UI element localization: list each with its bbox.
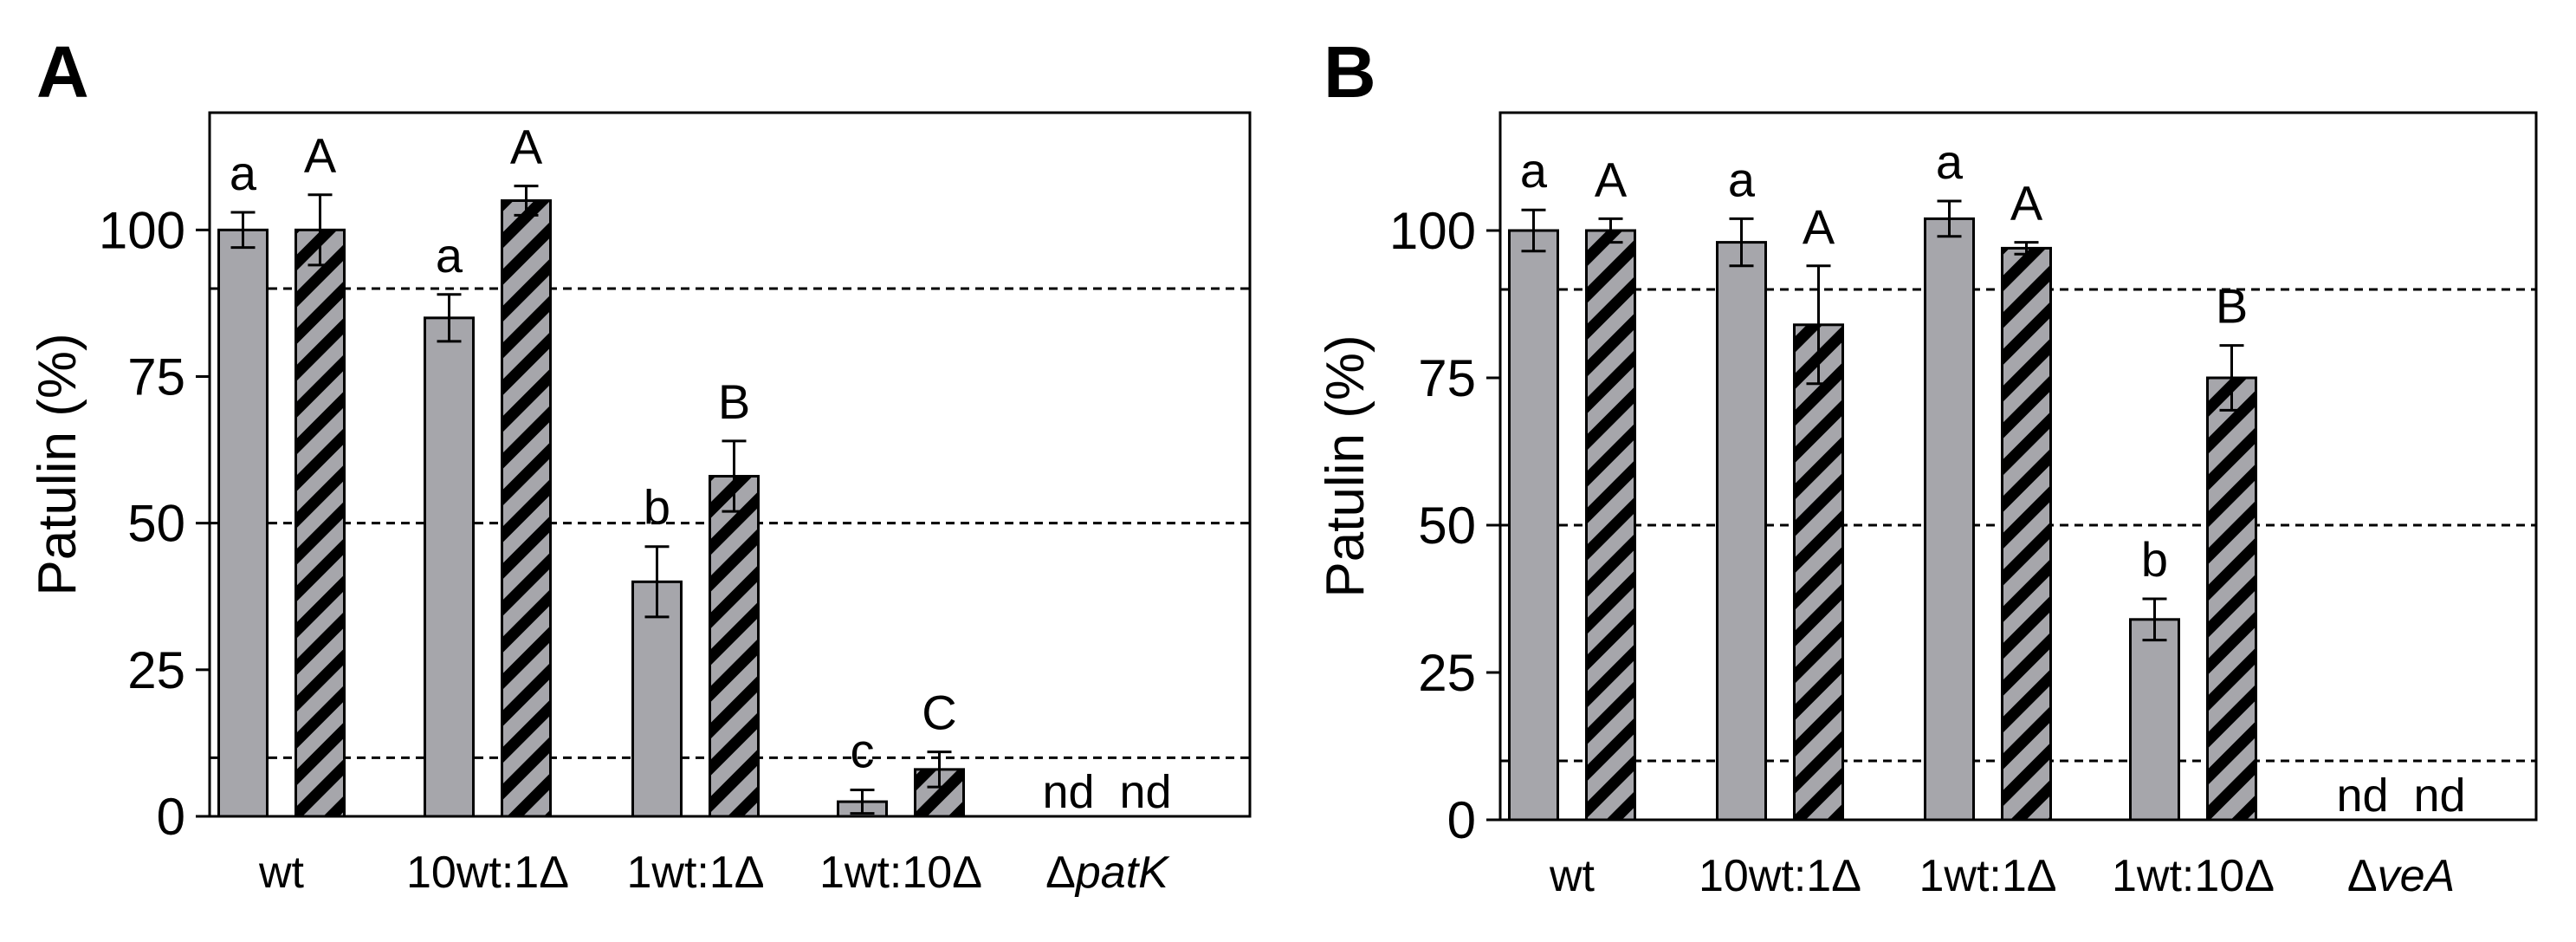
panel-b-bar-solid-1wt-1 [1924, 217, 1975, 822]
x-tick-text: 1wt:1Δ [626, 848, 764, 898]
panel-a-bar-hatched-10wt-1 [501, 199, 552, 818]
x-tick-text: 1wt:1Δ [1919, 851, 2056, 901]
panel-a-y-axis-label: Patulin (%) [28, 333, 87, 595]
x-tick-gene: patK [1074, 848, 1170, 898]
panel-a-x-tick-label-1wt-10: 1wt:10Δ [819, 848, 982, 898]
x-tick-text: 10wt:1Δ [406, 848, 569, 898]
panel-a-y-tick-label-0: 0 [157, 788, 185, 846]
panel-a-significance-letter-hatched-wt: A [304, 128, 337, 183]
panel-a-significance-letter-solid-10wt-1: a [436, 228, 463, 283]
panel-a-significance-letter-solid-1wt-1: b [644, 480, 670, 535]
panel-b-x-tick-label-10wt-1: 10wt:1Δ [1699, 851, 1861, 901]
panel-a-y-tick-label-100: 100 [99, 201, 185, 259]
panel-b-significance-letter-hatched-10wt-1: A [1803, 199, 1835, 254]
panel-b-letter: B [1324, 31, 1376, 113]
panel-b-y-tick-label-100: 100 [1389, 202, 1476, 260]
panel-a-error-bar-solid-1wt-10 [850, 789, 875, 815]
panel-b-y-tick-label-25: 25 [1418, 644, 1476, 702]
panel-b-x-tick-label-1wt-1: 1wt:1Δ [1919, 851, 2056, 901]
panel-a-significance-letter-hatched-10wt-1: A [510, 120, 543, 174]
panel-b-error-bar-hatched-10wt-1 [1806, 264, 1831, 386]
panel-b-error-bar-solid-1wt-10 [2142, 597, 2167, 642]
panel-b-bar-hatched-1wt-1 [2001, 246, 2052, 822]
panel-a-error-bar-solid-1wt-1 [644, 545, 670, 619]
panel-a-significance-letter-solid-wt: a [230, 146, 257, 200]
panel-b-y-tick-label-0: 0 [1447, 791, 1476, 849]
x-tick-delta: Δ [2347, 851, 2378, 901]
x-tick-text: 10wt:1Δ [1699, 851, 1861, 901]
panel-b-y-tick-label-50: 50 [1418, 497, 1476, 555]
panel-b-error-bar-solid-10wt-1 [1729, 217, 1754, 268]
panel-a-x-tick-label-patk: ΔpatK [1045, 848, 1170, 898]
x-tick-gene: veA [2378, 851, 2456, 901]
panel-b-significance-letter-hatched-1wt-1: A [2010, 176, 2043, 231]
panel-a-y-tick-label-75: 75 [127, 348, 185, 406]
panel-a-plot-frame [208, 111, 1252, 818]
panel-a-y-tick-label-25: 25 [127, 641, 185, 699]
panel-b-significance-letter-solid-1wt-10: b [2141, 532, 2168, 587]
panel-b-bar-hatched-1wt-10 [2206, 376, 2257, 822]
panel-b-significance-letter-solid-wt: a [1520, 143, 1548, 198]
panel-b-nd-label-hatched-vea: nd [2413, 770, 2465, 822]
panel-b-error-bar-solid-wt [1521, 208, 1546, 253]
panel-b-significance-letter-hatched-wt: A [1595, 152, 1628, 206]
panel-b-bar-solid-10wt-1 [1716, 241, 1767, 822]
panel-a-nd-label-solid-patk: nd [1042, 766, 1094, 818]
panel-a-error-bar-hatched-1wt-1 [722, 439, 747, 513]
panel-a-error-bar-hatched-10wt-1 [514, 185, 539, 217]
panel-b-x-tick-label-1wt-10: 1wt:10Δ [2112, 851, 2275, 901]
panel-a-error-bar-solid-10wt-1 [437, 293, 462, 343]
panel-b-x-tick-label-wt: wt [1549, 851, 1595, 901]
x-tick-text: wt [1549, 851, 1595, 901]
panel-b-bar-hatched-wt [1585, 229, 1636, 822]
panel-b-plot-frame [1498, 111, 2538, 822]
panel-b-bar-solid-1wt-10 [2129, 618, 2180, 822]
panel-a-error-bar-hatched-wt [307, 193, 333, 267]
panel-a-bar-hatched-1wt-1 [709, 475, 760, 818]
x-tick-delta: Δ [1045, 848, 1076, 898]
panel-b-bar-hatched-10wt-1 [1793, 323, 1844, 822]
panel-a-bar-solid-wt [217, 228, 269, 818]
panel-b-y-tick-label-75: 75 [1418, 349, 1476, 407]
panel-a-significance-letter-hatched-1wt-1: B [718, 374, 750, 429]
panel-b-error-bar-hatched-1wt-1 [2014, 241, 2039, 256]
panel-b-error-bar-solid-1wt-1 [1937, 199, 1962, 238]
x-tick-text: wt [258, 848, 305, 898]
panel-a-error-bar-solid-wt [230, 211, 256, 250]
panel-a-error-bar-hatched-1wt-10 [927, 750, 952, 789]
panel-b-significance-letter-hatched-1wt-10: B [2216, 279, 2248, 334]
panel-b-nd-label-solid-vea: nd [2336, 770, 2388, 822]
panel-a-x-tick-label-10wt-1: 10wt:1Δ [406, 848, 569, 898]
panel-b-error-bar-hatched-1wt-10 [2219, 344, 2244, 412]
panel-a-x-tick-label-wt: wt [258, 848, 305, 898]
panel-b-significance-letter-solid-10wt-1: a [1728, 152, 1756, 206]
panel-a-significance-letter-hatched-1wt-10: C [922, 685, 956, 740]
panel-a-bar-hatched-wt [294, 228, 346, 818]
panel-a-y-tick-label-50: 50 [127, 495, 185, 553]
x-tick-text: 1wt:10Δ [2112, 851, 2275, 901]
x-tick-text: 1wt:10Δ [819, 848, 982, 898]
panel-a-bar-solid-10wt-1 [424, 316, 475, 818]
panel-b-bar-solid-wt [1508, 229, 1559, 822]
panel-b-significance-letter-solid-1wt-1: a [1936, 134, 1964, 189]
panel-a-nd-label-hatched-patk: nd [1119, 766, 1171, 818]
panel-a-significance-letter-solid-1wt-10: c [851, 724, 875, 778]
panel-a-letter: A [36, 31, 89, 113]
panel-b-y-axis-label: Patulin (%) [1316, 335, 1375, 597]
panel-b-error-bar-hatched-wt [1598, 217, 1623, 244]
panel-a-bar-solid-1wt-1 [631, 580, 683, 818]
panel-b-x-tick-label-vea: ΔveA [2347, 851, 2455, 901]
panel-a-x-tick-label-1wt-1: 1wt:1Δ [626, 848, 764, 898]
